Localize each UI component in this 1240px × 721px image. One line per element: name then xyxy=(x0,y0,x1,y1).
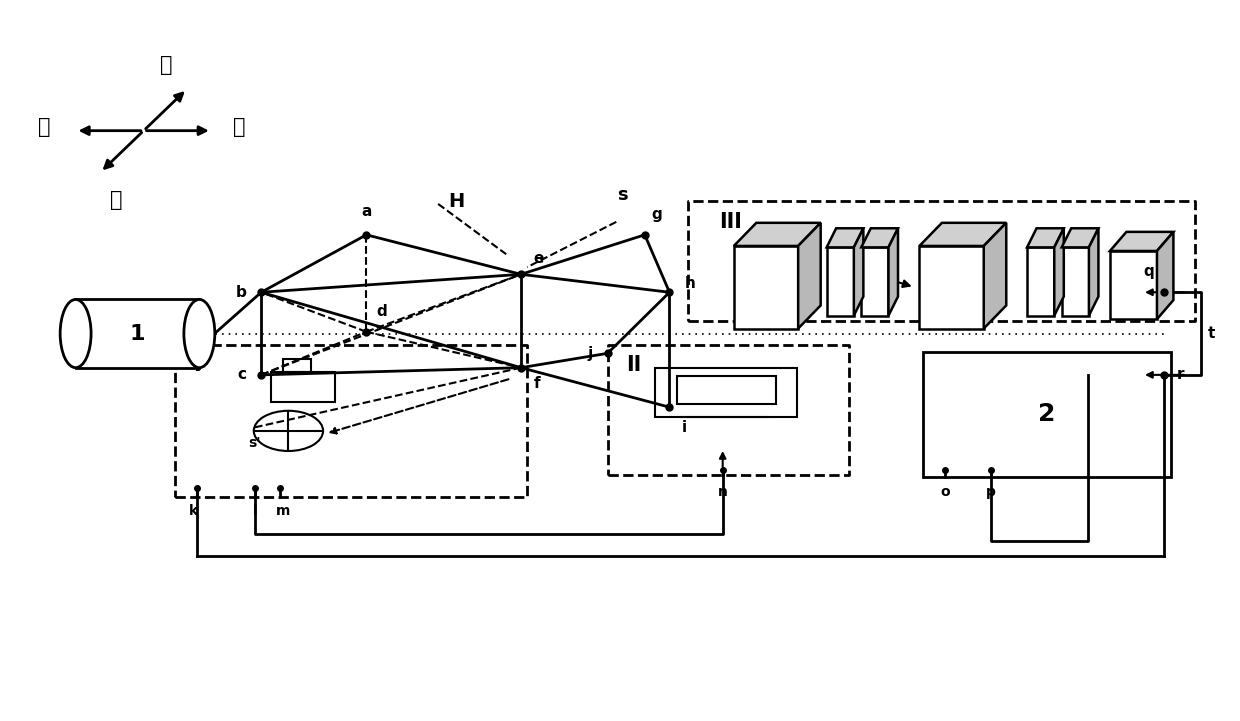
Text: 左: 左 xyxy=(38,117,51,137)
Polygon shape xyxy=(1027,229,1064,247)
Polygon shape xyxy=(1054,229,1064,316)
Text: 前: 前 xyxy=(160,55,172,75)
Text: a: a xyxy=(361,204,372,219)
Polygon shape xyxy=(734,223,821,246)
Text: k: k xyxy=(188,504,197,518)
Polygon shape xyxy=(799,223,821,329)
Text: g: g xyxy=(651,207,662,222)
Text: 2: 2 xyxy=(1038,402,1055,426)
Bar xyxy=(76,299,200,368)
Bar xyxy=(1061,247,1089,316)
Text: q: q xyxy=(1143,265,1154,279)
Bar xyxy=(827,247,854,316)
Text: d: d xyxy=(376,304,387,319)
Bar xyxy=(677,376,776,404)
Polygon shape xyxy=(1157,232,1173,319)
Bar xyxy=(655,368,797,417)
Bar xyxy=(923,352,1171,477)
Polygon shape xyxy=(1110,232,1173,251)
Text: s': s' xyxy=(249,436,262,450)
Text: n: n xyxy=(718,485,728,500)
Text: I: I xyxy=(193,355,201,376)
Text: r: r xyxy=(1177,368,1184,382)
Bar xyxy=(919,246,983,329)
Polygon shape xyxy=(862,229,898,247)
Bar xyxy=(1027,247,1054,316)
Text: f: f xyxy=(533,376,539,392)
Text: s: s xyxy=(618,186,627,204)
Text: h: h xyxy=(684,276,696,291)
Text: j: j xyxy=(588,346,593,360)
Text: e: e xyxy=(533,251,544,266)
Text: 右: 右 xyxy=(233,117,246,137)
Text: t: t xyxy=(1208,327,1215,342)
Bar xyxy=(734,246,799,329)
Polygon shape xyxy=(919,223,1007,246)
Polygon shape xyxy=(1061,229,1099,247)
Polygon shape xyxy=(889,229,898,316)
Text: III: III xyxy=(719,212,742,232)
Text: 后: 后 xyxy=(110,190,123,210)
Text: II: II xyxy=(626,355,641,376)
Polygon shape xyxy=(854,229,863,316)
Text: l: l xyxy=(253,504,258,518)
Text: p: p xyxy=(986,485,996,500)
Text: t: t xyxy=(72,327,79,342)
Ellipse shape xyxy=(61,299,91,368)
Text: o: o xyxy=(941,485,950,500)
Bar xyxy=(1110,251,1157,319)
Bar xyxy=(284,359,311,372)
Text: H: H xyxy=(449,192,465,211)
Bar xyxy=(272,372,336,402)
Text: 1: 1 xyxy=(130,324,145,344)
Polygon shape xyxy=(1089,229,1099,316)
Ellipse shape xyxy=(184,299,215,368)
Text: c: c xyxy=(237,368,247,382)
Polygon shape xyxy=(827,229,863,247)
Text: b: b xyxy=(236,285,247,300)
Text: m: m xyxy=(277,504,290,518)
Bar xyxy=(862,247,889,316)
Text: i: i xyxy=(682,420,687,435)
Polygon shape xyxy=(983,223,1007,329)
